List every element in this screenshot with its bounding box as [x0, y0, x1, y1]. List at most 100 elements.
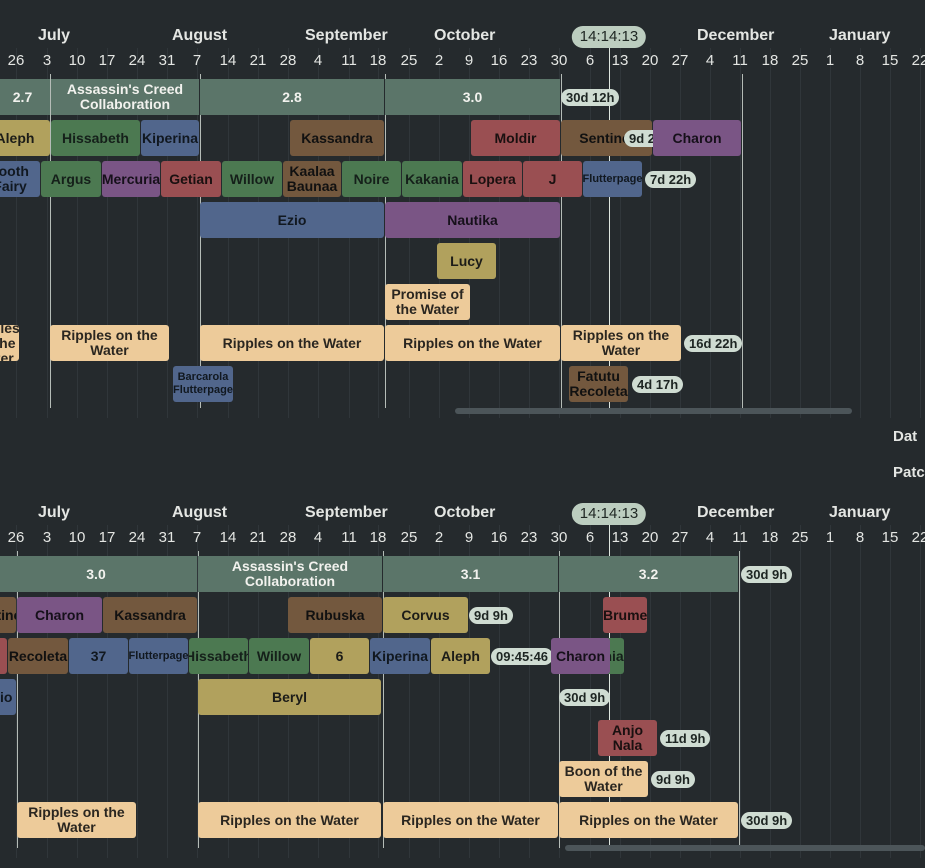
time-remaining-badge: 30d 9h: [559, 688, 611, 706]
month-boundary-line: [385, 74, 386, 408]
day-label: 31: [158, 52, 176, 69]
day-label: 24: [128, 52, 146, 69]
version-bar-assassin-s-creed-collaboration[interactable]: Assassin's Creed Collaboration: [51, 79, 199, 115]
banner-bar-brume[interactable]: Brume: [603, 597, 648, 633]
day-grid-line: [920, 525, 921, 858]
event-bar-boon-of-the-water[interactable]: Boon of the Water: [559, 761, 648, 797]
horizontal-scrollbar[interactable]: [565, 845, 925, 851]
event-bar-ripples-on-the-water[interactable]: Ripples on the Water: [559, 802, 738, 838]
banner-bar-sentinel[interactable]: Sentinel: [0, 597, 16, 633]
banner-bar-noire[interactable]: Noire: [342, 161, 401, 197]
day-grid-line: [16, 525, 17, 858]
banner-bar-j[interactable]: J: [523, 161, 582, 197]
day-grid-line: [650, 525, 651, 858]
banner-bar-kiperina[interactable]: Kiperina: [141, 120, 199, 156]
event-bar-ripples-on-the-water[interactable]: Ripples on the Water: [200, 325, 384, 361]
event-bar-ripples-on-the-water[interactable]: Ripples on the Water: [385, 325, 560, 361]
banner-bar-kassandra[interactable]: Kassandra: [290, 120, 384, 156]
timeline-bottom[interactable]: July August September October December Januar…: [0, 503, 925, 858]
banner-bar-lopera[interactable]: Lopera: [463, 161, 522, 197]
banner-bar-beryl[interactable]: Beryl: [198, 679, 381, 715]
day-grid-line: [499, 525, 500, 858]
banner-bar-aleph[interactable]: Aleph: [0, 120, 50, 156]
banner-bar-argus[interactable]: Argus: [41, 161, 101, 197]
day-grid-line: [770, 48, 771, 418]
day-grid-line: [620, 525, 621, 858]
side-label-patch[interactable]: Patc: [893, 464, 925, 481]
event-bar-ripples-on-the-water[interactable]: Ripples on the Water: [50, 325, 169, 361]
banner-bar-flutterpage[interactable]: Flutterpage: [129, 638, 188, 674]
day-grid-line: [469, 525, 470, 858]
month-boundary-line: [17, 551, 18, 848]
banner-bar-kaalaa-baunaa[interactable]: Kaalaa Baunaa: [283, 161, 341, 197]
month-label-october: October: [434, 504, 496, 521]
event-bar-ripples-on-the-water[interactable]: Ripples on the Water: [561, 325, 681, 361]
banner-bar-barcarola-flutterpage[interactable]: Barcarola Flutterpage: [173, 366, 233, 402]
day-label: 24: [128, 529, 146, 546]
event-bar-ripples-on-the-water[interactable]: Ripples on the Water: [17, 802, 136, 838]
banner-bar-lucy[interactable]: Lucy: [437, 243, 496, 279]
banner-bar-corvus[interactable]: Corvus: [383, 597, 468, 633]
day-label: 4: [705, 52, 715, 69]
banner-bar-tooth-fairy[interactable]: Tooth Fairy: [0, 161, 40, 197]
day-grid-line: [680, 48, 681, 418]
banner-bar-hissabeth[interactable]: Hissabeth: [189, 638, 248, 674]
banner-bar-charon[interactable]: Charon: [551, 638, 610, 674]
banner-bar-hissabeth[interactable]: Hissabeth: [51, 120, 140, 156]
current-time-badge: 14:14:13: [571, 503, 647, 525]
day-grid-line: [47, 48, 48, 418]
version-bar-3-2[interactable]: 3.2: [559, 556, 738, 592]
banner-bar-ezio[interactable]: Ezio: [0, 679, 16, 715]
version-bar-2-7[interactable]: 2.7: [0, 79, 50, 115]
banner-bar-37[interactable]: 37: [69, 638, 128, 674]
day-label: 21: [249, 52, 267, 69]
banner-bar-ezio[interactable]: Ezio: [200, 202, 384, 238]
day-grid-line: [529, 525, 530, 858]
banner-bar-kakania[interactable]: Kakania: [402, 161, 462, 197]
banner-bar-anjo-nala[interactable]: Anjo Nala: [598, 720, 657, 756]
day-label: 8: [855, 52, 865, 69]
banner-bar-charon[interactable]: Charon: [17, 597, 102, 633]
timeline-top[interactable]: July August September October December Januar…: [0, 26, 925, 418]
version-bar-2-8[interactable]: 2.8: [200, 79, 384, 115]
day-label: 4: [313, 52, 323, 69]
version-bar-3-1[interactable]: 3.1: [383, 556, 558, 592]
banner-bar-willow[interactable]: Willow: [249, 638, 309, 674]
event-bar-promise-of-the-water[interactable]: Promise of the Water: [385, 284, 470, 320]
banner-bar-flutterpage[interactable]: Flutterpage: [583, 161, 642, 197]
day-label: 26: [7, 52, 25, 69]
banner-bar-j[interactable]: J: [0, 638, 7, 674]
banner-bar-nautika[interactable]: Nautika: [385, 202, 560, 238]
banner-bar-6[interactable]: 6: [310, 638, 369, 674]
day-grid-line: [197, 48, 198, 418]
month-label-january: January: [829, 27, 891, 44]
day-label: 11: [732, 52, 748, 69]
banner-bar-aleph[interactable]: Aleph: [431, 638, 490, 674]
version-bar-3-0[interactable]: 3.0: [385, 79, 560, 115]
banner-bar-mercuria[interactable]: Mercuria: [102, 161, 160, 197]
banner-bar-moldir[interactable]: Moldir: [471, 120, 560, 156]
banner-bar-getian[interactable]: Getian: [161, 161, 221, 197]
banner-bar-kassandra[interactable]: Kassandra: [103, 597, 197, 633]
banner-bar-recoleta[interactable]: Recoleta: [8, 638, 68, 674]
day-label: 10: [68, 52, 86, 69]
month-label-september: September: [305, 504, 388, 521]
day-label: 20: [641, 529, 659, 546]
day-label: 1: [825, 529, 835, 546]
event-bar-ripples-on-the-water[interactable]: Ripples on the Water: [0, 325, 19, 361]
day-grid-line: [890, 525, 891, 858]
banner-bar-kiperina[interactable]: Kiperina: [370, 638, 430, 674]
day-label: 9: [464, 529, 474, 546]
version-bar-assassin-s-creed-collaboration[interactable]: Assassin's Creed Collaboration: [198, 556, 382, 592]
banner-bar-charon[interactable]: Charon: [653, 120, 741, 156]
event-bar-ripples-on-the-water[interactable]: Ripples on the Water: [198, 802, 381, 838]
month-boundary-line: [200, 74, 201, 408]
month-boundary-line: [50, 74, 51, 408]
version-bar-3-0[interactable]: 3.0: [0, 556, 197, 592]
side-label-date[interactable]: Dat: [893, 428, 918, 445]
banner-bar-fatutu-recoleta[interactable]: Fatutu Recoleta: [569, 366, 628, 402]
banner-bar-rubuska[interactable]: Rubuska: [288, 597, 382, 633]
horizontal-scrollbar[interactable]: [455, 408, 852, 414]
event-bar-ripples-on-the-water[interactable]: Ripples on the Water: [383, 802, 558, 838]
banner-bar-willow[interactable]: Willow: [222, 161, 282, 197]
